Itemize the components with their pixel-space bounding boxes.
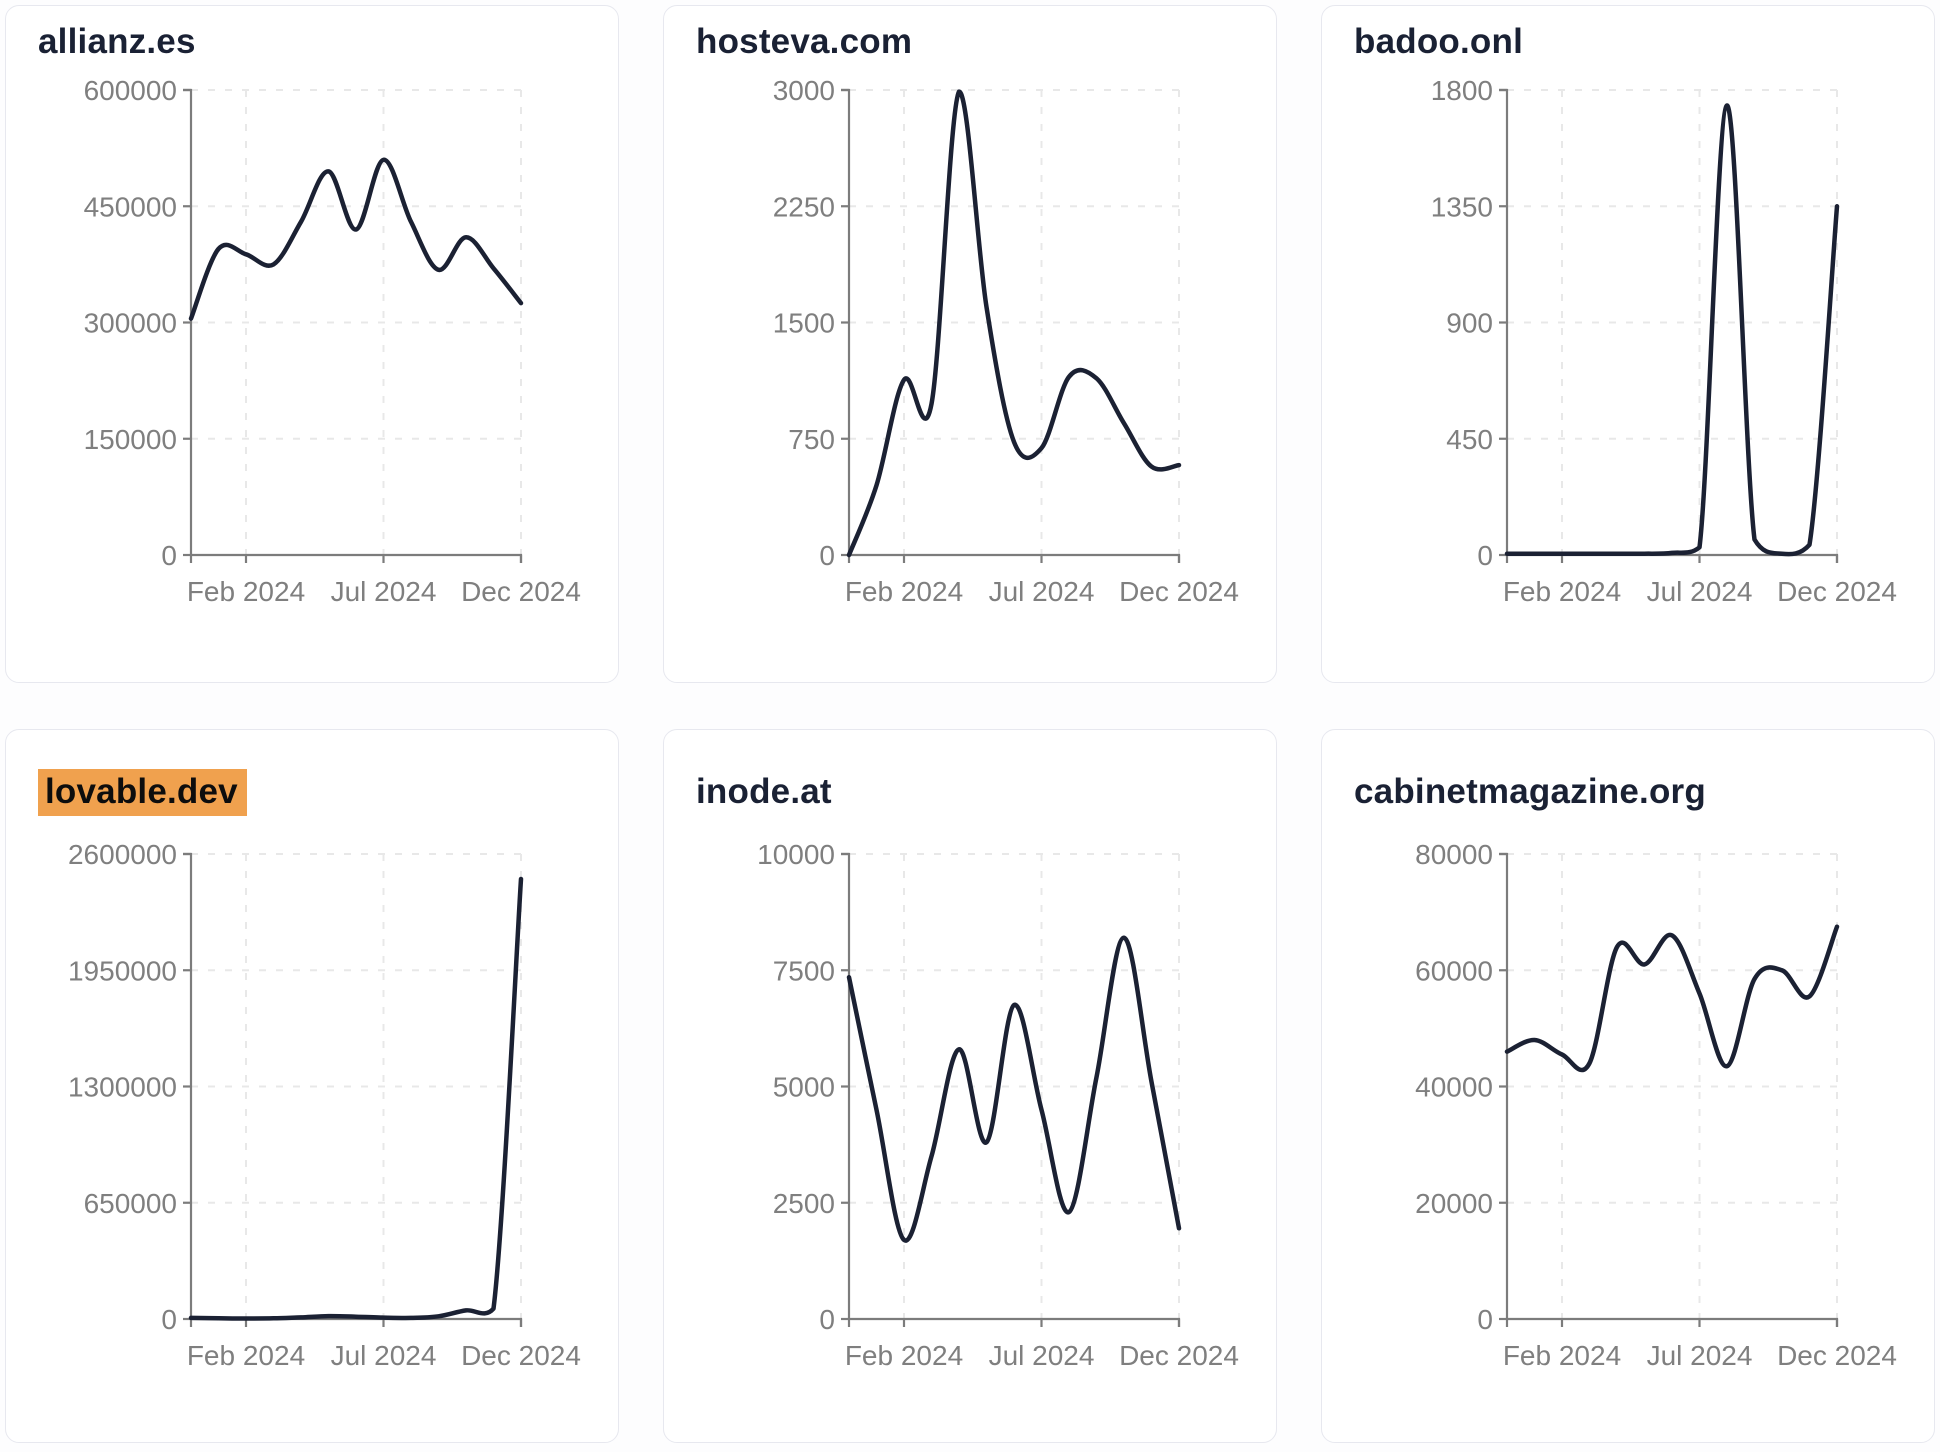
domain-title: badoo.onl — [1354, 22, 1934, 62]
svg-text:10000: 10000 — [757, 839, 835, 870]
traffic-line-chart: 0 2500 5000 7500 10000 Feb 2024 Jul 2024 Dec 20… — [757, 839, 1239, 1371]
svg-text:2600000: 2600000 — [68, 839, 177, 870]
domain-card-hosteva-com[interactable]: hosteva.com 0 750 1500 2250 3000 Feb 2024 Jul … — [663, 5, 1277, 683]
svg-text:900: 900 — [1446, 308, 1493, 339]
svg-text:Dec 2024: Dec 2024 — [461, 1340, 581, 1371]
svg-text:Dec 2024: Dec 2024 — [1119, 576, 1239, 607]
svg-text:7500: 7500 — [773, 956, 835, 987]
svg-text:Jul 2024: Jul 2024 — [989, 1340, 1095, 1371]
svg-text:450000: 450000 — [84, 192, 177, 223]
svg-text:600000: 600000 — [84, 75, 177, 106]
svg-text:300000: 300000 — [84, 308, 177, 339]
domain-title: lovable.dev — [38, 769, 618, 816]
domain-title-text: lovable.dev — [38, 769, 247, 816]
domain-title-text: allianz.es — [38, 22, 196, 61]
domain-title: hosteva.com — [696, 22, 1276, 62]
traffic-line-chart: 0 20000 40000 60000 80000 Feb 2024 Jul 2024 Dec… — [1415, 839, 1897, 1371]
svg-text:0: 0 — [161, 540, 177, 571]
svg-text:0: 0 — [1477, 1304, 1493, 1335]
svg-text:Jul 2024: Jul 2024 — [989, 576, 1095, 607]
svg-text:Dec 2024: Dec 2024 — [461, 576, 581, 607]
svg-text:Jul 2024: Jul 2024 — [1647, 576, 1753, 607]
traffic-line-chart: 0 150000 300000 450000 600000 Feb 2024 Jul 202… — [84, 75, 581, 607]
domain-card-lovable-dev[interactable]: lovable.dev 0 650000 1300000 1950000 2600000… — [5, 729, 619, 1443]
svg-text:Feb 2024: Feb 2024 — [1503, 576, 1621, 607]
svg-text:60000: 60000 — [1415, 956, 1493, 987]
svg-text:Dec 2024: Dec 2024 — [1777, 1340, 1897, 1371]
traffic-line-chart: 0 450 900 1350 1800 Feb 2024 Jul 2024 Dec 2024 — [1431, 75, 1897, 607]
svg-text:Feb 2024: Feb 2024 — [187, 576, 305, 607]
svg-text:0: 0 — [1477, 540, 1493, 571]
svg-text:Feb 2024: Feb 2024 — [1503, 1340, 1621, 1371]
svg-text:1950000: 1950000 — [68, 956, 177, 987]
svg-text:3000: 3000 — [773, 75, 835, 106]
svg-text:150000: 150000 — [84, 424, 177, 455]
domain-card-inode-at[interactable]: inode.at 0 2500 5000 7500 10000 Feb 2024 Jul 2… — [663, 729, 1277, 1443]
svg-text:Dec 2024: Dec 2024 — [1119, 1340, 1239, 1371]
svg-text:Jul 2024: Jul 2024 — [331, 1340, 437, 1371]
svg-text:Feb 2024: Feb 2024 — [187, 1340, 305, 1371]
domain-title-text: badoo.onl — [1354, 22, 1523, 61]
svg-text:40000: 40000 — [1415, 1072, 1493, 1103]
svg-text:Jul 2024: Jul 2024 — [1647, 1340, 1753, 1371]
svg-text:5000: 5000 — [773, 1072, 835, 1103]
domain-card-allianz-es[interactable]: allianz.es 0 150000 300000 450000 600000 Feb … — [5, 5, 619, 683]
domain-card-cabinetmagazine-org[interactable]: cabinetmagazine.org 0 20000 40000 60000 8000… — [1321, 729, 1935, 1443]
svg-text:Feb 2024: Feb 2024 — [845, 1340, 963, 1371]
svg-text:0: 0 — [161, 1304, 177, 1335]
svg-text:0: 0 — [819, 540, 835, 571]
svg-text:2500: 2500 — [773, 1188, 835, 1219]
svg-text:Jul 2024: Jul 2024 — [331, 576, 437, 607]
svg-text:Dec 2024: Dec 2024 — [1777, 576, 1897, 607]
domain-title: cabinetmagazine.org — [1354, 772, 1934, 812]
domain-card-badoo-onl[interactable]: badoo.onl 0 450 900 1350 1800 Feb 2024 Jul 202… — [1321, 5, 1935, 683]
domain-title-text: inode.at — [696, 772, 832, 811]
svg-text:1350: 1350 — [1431, 192, 1493, 223]
svg-text:80000: 80000 — [1415, 839, 1493, 870]
svg-text:Feb 2024: Feb 2024 — [845, 576, 963, 607]
domain-title-text: hosteva.com — [696, 22, 913, 61]
svg-text:1800: 1800 — [1431, 75, 1493, 106]
domain-title: allianz.es — [38, 22, 618, 62]
svg-text:450: 450 — [1446, 424, 1493, 455]
svg-text:650000: 650000 — [84, 1188, 177, 1219]
svg-text:1300000: 1300000 — [68, 1072, 177, 1103]
svg-text:1500: 1500 — [773, 308, 835, 339]
domain-title-text: cabinetmagazine.org — [1354, 772, 1706, 811]
domain-title: inode.at — [696, 772, 1276, 812]
svg-text:2250: 2250 — [773, 192, 835, 223]
svg-text:750: 750 — [788, 424, 835, 455]
svg-text:0: 0 — [819, 1304, 835, 1335]
traffic-line-chart: 0 750 1500 2250 3000 Feb 2024 Jul 2024 Dec 2024 — [773, 75, 1239, 607]
svg-text:20000: 20000 — [1415, 1188, 1493, 1219]
traffic-line-chart: 0 650000 1300000 1950000 2600000 Feb 2024 Jul … — [68, 839, 581, 1371]
